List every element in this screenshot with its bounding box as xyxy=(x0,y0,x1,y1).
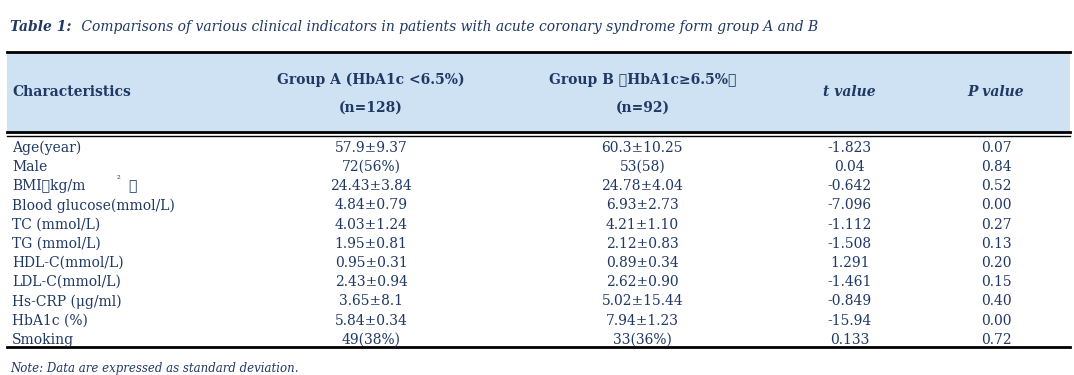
Text: -1.508: -1.508 xyxy=(828,237,872,251)
Text: (n=128): (n=128) xyxy=(339,101,403,115)
Text: 1.95±0.81: 1.95±0.81 xyxy=(335,237,407,251)
Text: Note: Data are expressed as standard deviation.: Note: Data are expressed as standard dev… xyxy=(10,362,299,375)
Text: 53(58): 53(58) xyxy=(620,160,665,174)
Text: 24.78±4.04: 24.78±4.04 xyxy=(601,179,683,193)
Text: 0.27: 0.27 xyxy=(981,217,1012,231)
Text: -0.849: -0.849 xyxy=(828,294,872,308)
Text: 33(36%): 33(36%) xyxy=(613,333,671,347)
Text: 72(56%): 72(56%) xyxy=(342,160,401,174)
Text: Hs-CRP (μg/ml): Hs-CRP (μg/ml) xyxy=(12,294,121,309)
Text: 3.65±8.1: 3.65±8.1 xyxy=(339,294,403,308)
Text: 0.15: 0.15 xyxy=(981,275,1012,289)
Text: 1.291: 1.291 xyxy=(830,256,870,270)
Text: Characteristics: Characteristics xyxy=(12,85,131,99)
Text: Group B （HbA1c≥6.5%）: Group B （HbA1c≥6.5%） xyxy=(549,73,736,87)
Text: 0.84: 0.84 xyxy=(981,160,1012,174)
Text: 0.20: 0.20 xyxy=(981,256,1012,270)
Text: LDL-C(mmol/L): LDL-C(mmol/L) xyxy=(12,275,121,289)
Text: 49(38%): 49(38%) xyxy=(342,333,401,347)
Text: 4.21±1.10: 4.21±1.10 xyxy=(606,217,679,231)
Text: -1.823: -1.823 xyxy=(828,141,872,155)
Text: TG (mmol/L): TG (mmol/L) xyxy=(12,237,101,251)
Text: 2.12±0.83: 2.12±0.83 xyxy=(606,237,679,251)
Text: 0.72: 0.72 xyxy=(981,333,1012,347)
Text: BMI（kg/m: BMI（kg/m xyxy=(12,179,86,193)
Text: -15.94: -15.94 xyxy=(828,314,872,328)
Text: Blood glucose(mmol/L): Blood glucose(mmol/L) xyxy=(12,198,175,213)
Text: ²: ² xyxy=(117,175,121,184)
Text: Male: Male xyxy=(12,160,47,174)
Text: 0.07: 0.07 xyxy=(981,141,1012,155)
Text: 60.3±10.25: 60.3±10.25 xyxy=(601,141,683,155)
Text: -1.112: -1.112 xyxy=(828,217,872,231)
Text: HbA1c (%): HbA1c (%) xyxy=(12,314,88,328)
Text: 6.93±2.73: 6.93±2.73 xyxy=(606,198,679,212)
Text: HDL-C(mmol/L): HDL-C(mmol/L) xyxy=(12,256,124,270)
Text: 24.43±3.84: 24.43±3.84 xyxy=(330,179,412,193)
Text: P value: P value xyxy=(968,85,1025,99)
Text: 0.13: 0.13 xyxy=(981,237,1012,251)
Bar xyxy=(6,52,1071,132)
Text: 2.62±0.90: 2.62±0.90 xyxy=(606,275,679,289)
Text: 0.00: 0.00 xyxy=(981,198,1012,212)
Text: 0.52: 0.52 xyxy=(981,179,1012,193)
Text: Age(year): Age(year) xyxy=(12,141,82,155)
Text: 4.84±0.79: 4.84±0.79 xyxy=(335,198,407,212)
Text: Group A (HbA1c <6.5%): Group A (HbA1c <6.5%) xyxy=(277,73,465,87)
Text: Comparisons of various clinical indicators in patients with acute coronary syndr: Comparisons of various clinical indicato… xyxy=(77,20,818,34)
Text: 5.84±0.34: 5.84±0.34 xyxy=(335,314,407,328)
Text: 4.03±1.24: 4.03±1.24 xyxy=(335,217,407,231)
Text: (n=92): (n=92) xyxy=(615,101,669,115)
Text: 0.40: 0.40 xyxy=(981,294,1012,308)
Text: 2.43±0.94: 2.43±0.94 xyxy=(335,275,407,289)
Text: 0.95±0.31: 0.95±0.31 xyxy=(335,256,407,270)
Text: Table 1:: Table 1: xyxy=(10,20,72,34)
Text: TC (mmol/L): TC (mmol/L) xyxy=(12,217,100,231)
Text: Smoking: Smoking xyxy=(12,333,74,347)
Text: -7.096: -7.096 xyxy=(828,198,872,212)
Text: 7.94±1.23: 7.94±1.23 xyxy=(606,314,679,328)
Text: 5.02±15.44: 5.02±15.44 xyxy=(601,294,683,308)
Text: -1.461: -1.461 xyxy=(828,275,872,289)
Text: t value: t value xyxy=(824,85,876,99)
Text: ）: ） xyxy=(128,179,136,193)
Text: 57.9±9.37: 57.9±9.37 xyxy=(335,141,407,155)
Text: -0.642: -0.642 xyxy=(828,179,872,193)
Text: 0.133: 0.133 xyxy=(830,333,870,347)
Text: 0.89±0.34: 0.89±0.34 xyxy=(606,256,679,270)
Text: 0.00: 0.00 xyxy=(981,314,1012,328)
Text: 0.04: 0.04 xyxy=(834,160,865,174)
